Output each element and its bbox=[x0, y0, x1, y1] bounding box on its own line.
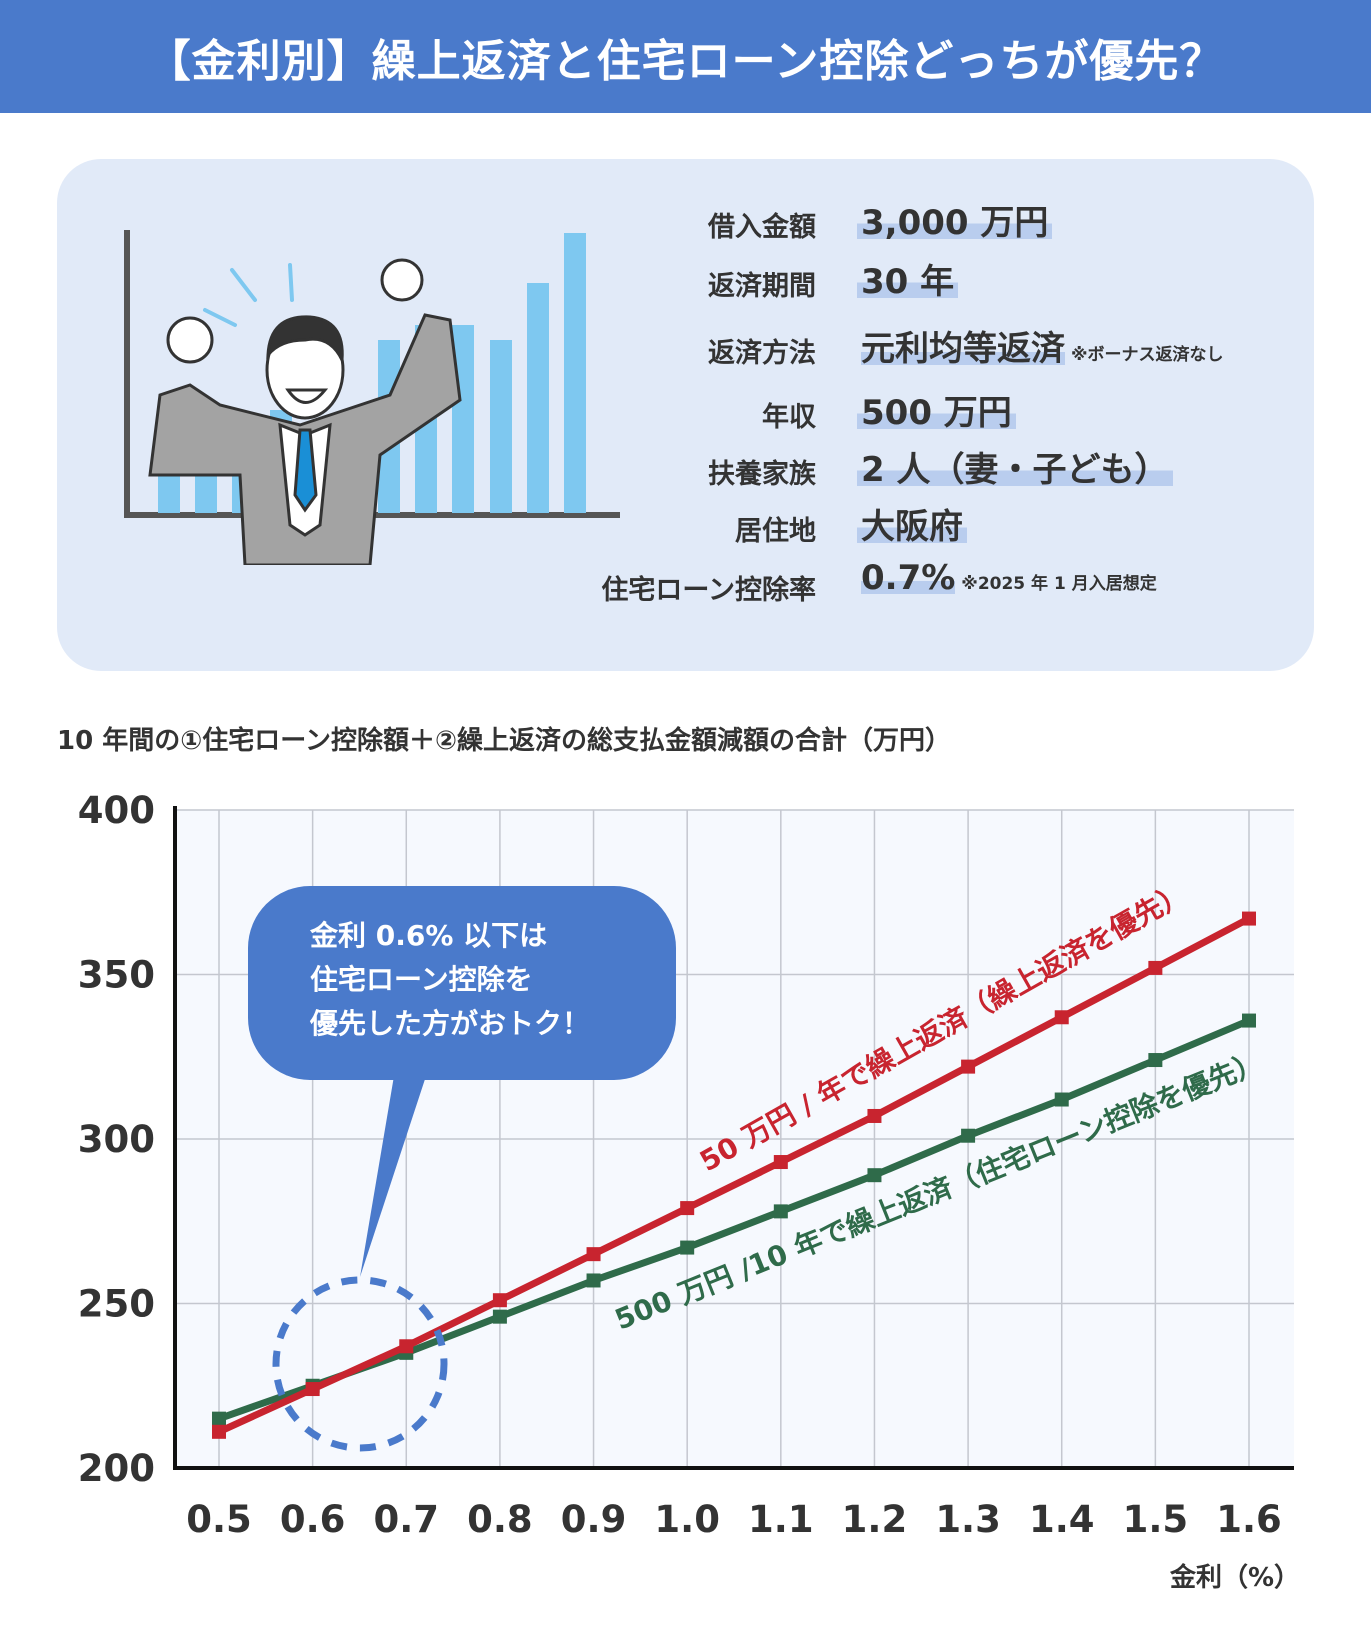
condition-label: 年収 bbox=[762, 402, 816, 433]
condition-label: 返済方法 bbox=[708, 338, 816, 369]
y-tick-label: 300 bbox=[78, 1118, 155, 1161]
condition-value: 0.7% ※2025 年 1 月入居想定 bbox=[857, 558, 1161, 598]
x-tick-label: 0.8 bbox=[467, 1498, 533, 1541]
x-tick-label: 1.4 bbox=[1029, 1498, 1095, 1541]
series-line-green bbox=[217, 1017, 1251, 1422]
series-line-red bbox=[217, 915, 1251, 1435]
data-point bbox=[867, 1108, 882, 1123]
data-point bbox=[680, 1240, 695, 1255]
data-point bbox=[1242, 1013, 1256, 1028]
condition-label: 扶養家族 bbox=[708, 459, 816, 490]
x-axis-label: 金利（%） bbox=[1169, 1562, 1300, 1593]
data-point bbox=[305, 1382, 320, 1397]
condition-note: ※ボーナス返済なし bbox=[1071, 345, 1224, 365]
header-banner: 【金利別】繰上返済と住宅ローン控除どっちが優先？ bbox=[0, 0, 1371, 113]
condition-value-text: 0.7% bbox=[861, 558, 956, 598]
excitement-marks bbox=[203, 263, 294, 327]
x-tick-label: 1.6 bbox=[1216, 1498, 1282, 1541]
callout-text: 金利 0.6% 以下は bbox=[309, 919, 547, 952]
condition-label: 返済期間 bbox=[708, 271, 816, 302]
businessman-illustration bbox=[124, 230, 620, 565]
data-point bbox=[586, 1273, 601, 1288]
data-point bbox=[492, 1309, 507, 1324]
condition-value-text: 3,000 万円 bbox=[861, 203, 1049, 243]
data-point bbox=[1242, 911, 1256, 926]
condition-value: 元利均等返済 ※ボーナス返済なし bbox=[857, 321, 1228, 370]
condition-label: 住宅ローン控除率 bbox=[601, 575, 816, 606]
condition-value: 2 人（妻・子ども） bbox=[857, 442, 1173, 491]
condition-row: 借入金額 3,000 万円 bbox=[57, 195, 1314, 245]
condition-value-text: 30 年 bbox=[861, 262, 955, 302]
data-point bbox=[680, 1201, 695, 1216]
data-point bbox=[867, 1168, 882, 1183]
conditions-card: 借入金額 3,000 万円 返済期間 30 年返済方法 元利均等返済 ※ボーナス返済… bbox=[57, 159, 1314, 671]
data-point bbox=[1148, 1053, 1163, 1068]
condition-row: 返済期間 30 年 bbox=[57, 254, 1314, 304]
data-point bbox=[212, 1411, 226, 1426]
condition-label: 借入金額 bbox=[708, 212, 816, 243]
condition-row: 居住地 大阪府 bbox=[57, 499, 1314, 549]
condition-row: 住宅ローン控除率 0.7% ※2025 年 1 月入居想定 bbox=[57, 558, 1314, 608]
chart-title: 10 年間の①住宅ローン控除額＋②繰上返済の総支払金額減額の合計（万円） bbox=[57, 726, 951, 756]
y-tick-label: 250 bbox=[78, 1283, 155, 1326]
data-point bbox=[492, 1293, 507, 1308]
callout-text: 住宅ローン控除を bbox=[310, 963, 533, 996]
x-tick-label: 0.9 bbox=[561, 1498, 627, 1541]
x-tick-label: 1.2 bbox=[842, 1498, 908, 1541]
y-tick-label: 200 bbox=[78, 1447, 155, 1490]
callout-tail bbox=[360, 1070, 428, 1277]
condition-note: ※2025 年 1 月入居想定 bbox=[961, 574, 1157, 594]
condition-value: 500 万円 bbox=[857, 385, 1016, 434]
data-point bbox=[1054, 1092, 1069, 1107]
callout-body bbox=[248, 886, 676, 1080]
data-point bbox=[961, 1059, 976, 1074]
y-tick-label: 350 bbox=[78, 954, 155, 997]
condition-row: 年収 500 万円 bbox=[57, 385, 1314, 435]
highlight-circle bbox=[272, 1276, 448, 1452]
x-tick-label: 1.1 bbox=[748, 1498, 814, 1541]
data-point bbox=[961, 1128, 976, 1143]
callout-text: 優先した方がおトク！ bbox=[309, 1007, 590, 1040]
x-tick-label: 1.3 bbox=[935, 1498, 1001, 1541]
condition-value: 30 年 bbox=[857, 254, 959, 303]
data-point bbox=[586, 1247, 601, 1262]
data-point bbox=[212, 1424, 226, 1439]
data-point bbox=[773, 1204, 788, 1219]
x-tick-label: 1.5 bbox=[1123, 1498, 1189, 1541]
condition-row: 返済方法 元利均等返済 ※ボーナス返済なし bbox=[57, 321, 1314, 371]
condition-value-text: 500 万円 bbox=[861, 393, 1012, 433]
condition-value: 大阪府 bbox=[857, 499, 967, 548]
data-point bbox=[1054, 1010, 1069, 1025]
condition-value-text: 2 人（妻・子ども） bbox=[861, 450, 1169, 490]
y-tick-label: 400 bbox=[78, 789, 155, 832]
x-tick-label: 1.0 bbox=[654, 1498, 720, 1541]
data-point bbox=[773, 1155, 788, 1170]
data-point bbox=[1148, 960, 1163, 975]
x-tick-label: 0.6 bbox=[280, 1498, 346, 1541]
businessman bbox=[148, 258, 462, 565]
page-title: 【金利別】繰上返済と住宅ローン控除どっちが優先？ bbox=[146, 35, 1225, 87]
condition-value-text: 元利均等返済 bbox=[861, 329, 1065, 369]
condition-value-text: 大阪府 bbox=[861, 507, 963, 547]
condition-value: 3,000 万円 bbox=[857, 195, 1053, 244]
condition-row: 扶養家族 2 人（妻・子ども） bbox=[57, 442, 1314, 492]
data-point bbox=[399, 1339, 414, 1354]
x-tick-label: 0.5 bbox=[186, 1498, 252, 1541]
condition-label: 居住地 bbox=[735, 516, 816, 547]
x-tick-label: 0.7 bbox=[373, 1498, 439, 1541]
